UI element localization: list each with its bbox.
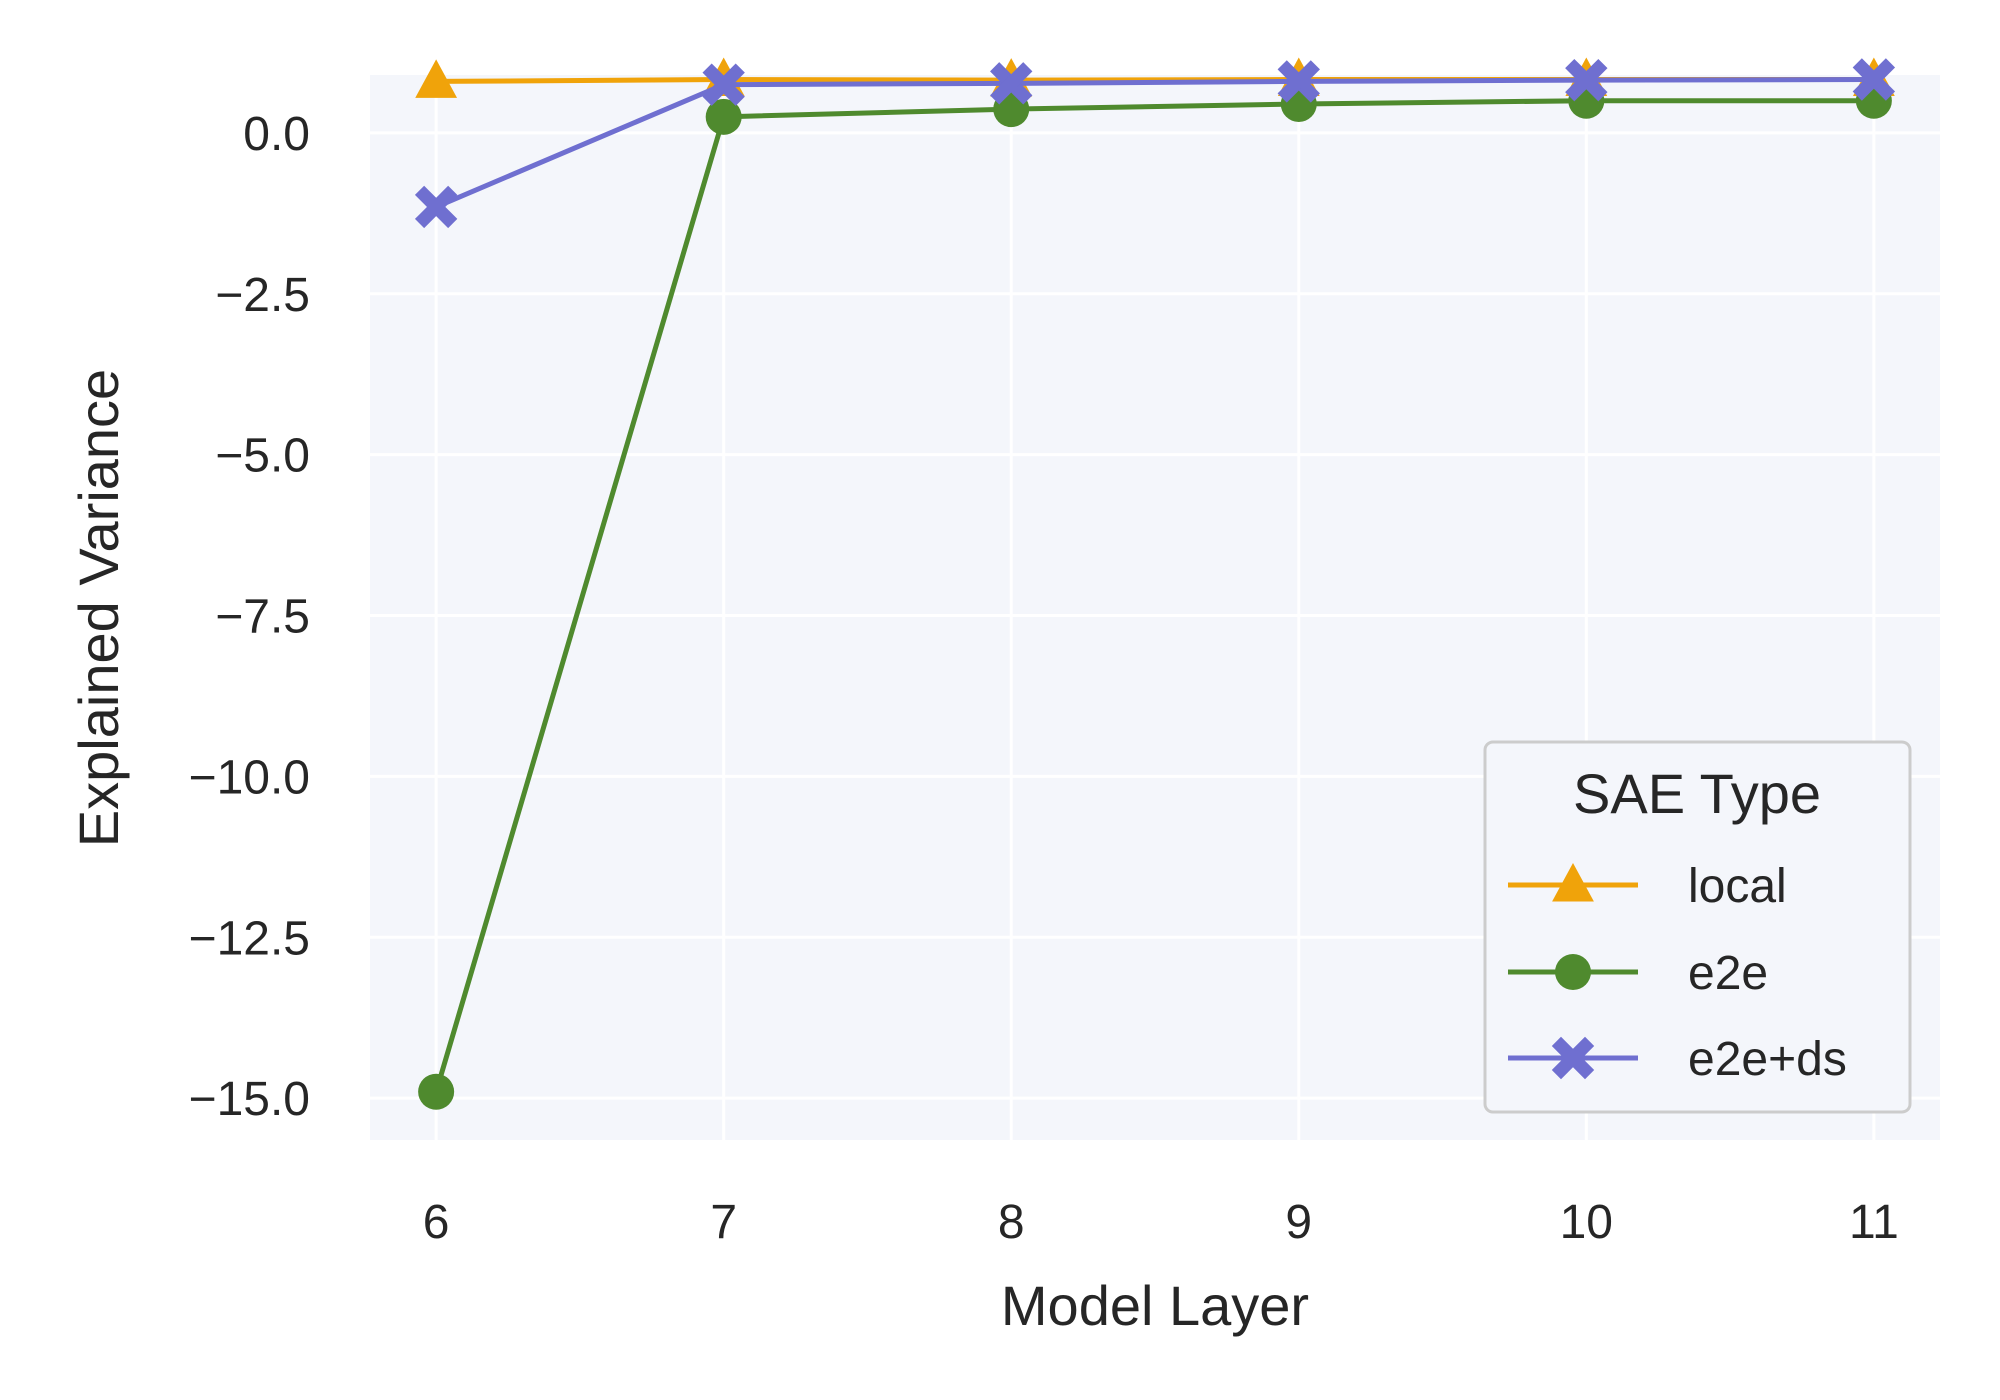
series-line-e2e (433, 98, 1874, 1093)
legend-marker-local (1552, 863, 1594, 902)
legend-title: SAE Type (1573, 762, 1821, 825)
legend-item-e2e+ds: e2e+ds (1508, 1033, 1847, 1086)
data-point-local (415, 59, 458, 98)
data-point-e2e+ds-stroke (702, 63, 745, 106)
legend-item-local: local (1508, 860, 1787, 913)
series-e2e (418, 82, 1892, 1110)
x-tick-label: 6 (423, 1196, 450, 1249)
y-tick-label: −15.0 (189, 1073, 310, 1126)
data-point-e2e+ds (1565, 58, 1608, 102)
data-point-e2e+ds-stroke (1852, 58, 1896, 101)
legend-item-e2e: e2e (1508, 947, 1768, 1000)
legend-marker-e2e+ds-stroke (1551, 1036, 1595, 1080)
data-point-e2e+ds (414, 185, 458, 229)
data-point-e2e+ds (990, 62, 1033, 105)
data-point-e2e+ds (702, 63, 745, 106)
x-axis-label: Model Layer (1001, 1274, 1309, 1337)
data-point-e2e+ds-stroke (1565, 58, 1608, 102)
data-point-e2e (418, 1073, 455, 1110)
legend-box (1483, 740, 1912, 1114)
legend-label: e2e (1688, 947, 1768, 1000)
x-tick-labels: 6 7 8 9 10 11 (423, 1196, 1899, 1249)
y-tick-label: −12.5 (189, 912, 310, 965)
series-line-e2e+ds (435, 77, 1874, 210)
data-point-e2e+ds-stroke (990, 62, 1033, 105)
y-tick-label: −10.0 (189, 751, 310, 804)
x-tick-label: 7 (710, 1196, 737, 1249)
series-e2e+ds (414, 58, 1896, 229)
data-point-e2e+ds (1852, 58, 1896, 101)
y-tick-label: 0.0 (243, 108, 310, 161)
x-tick-label: 9 (1285, 1196, 1312, 1249)
x-tick-label: 8 (998, 1196, 1025, 1249)
data-point-e2e (705, 98, 742, 135)
x-tick-label: 11 (1849, 1196, 1899, 1249)
legend: SAE Type local e2e e2e+ds (1483, 740, 1912, 1114)
y-tick-labels: 0.0 −2.5 −5.0 −7.5 −10.0 −12.5 −15.0 (189, 108, 310, 1126)
y-tick-label: −7.5 (215, 591, 310, 644)
legend-label: e2e+ds (1688, 1033, 1847, 1086)
legend-label: local (1688, 860, 1787, 913)
grid (370, 75, 1940, 1140)
data-point-e2e+ds-stroke (1277, 60, 1320, 103)
y-tick-label: −5.0 (215, 430, 310, 483)
data-point-e2e+ds-stroke (414, 185, 458, 229)
legend-items: local e2e e2e+ds (1508, 860, 1847, 1086)
y-tick-label: −2.5 (215, 269, 310, 322)
data-point-e2e+ds (1277, 60, 1320, 103)
legend-marker-e2e+ds (1551, 1036, 1595, 1080)
legend-marker-e2e (1555, 954, 1591, 990)
x-tick-label: 10 (1560, 1196, 1613, 1249)
y-axis-label: Explained Variance (67, 369, 130, 847)
series-group (414, 57, 1896, 1110)
